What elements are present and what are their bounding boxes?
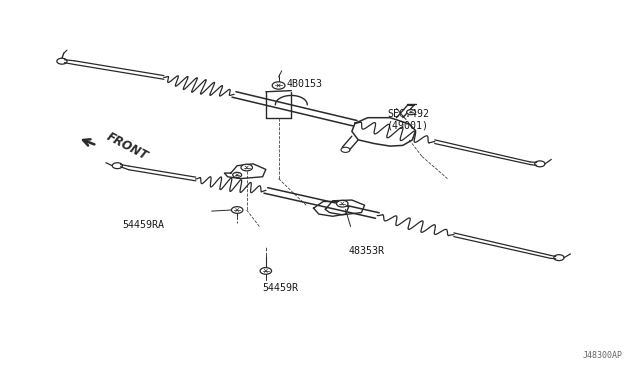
Circle shape xyxy=(341,147,350,153)
Circle shape xyxy=(272,82,285,89)
Circle shape xyxy=(241,164,252,171)
Text: 4B0153: 4B0153 xyxy=(287,80,323,89)
Circle shape xyxy=(406,110,415,115)
Text: (49001): (49001) xyxy=(387,120,429,130)
Text: J48300AP: J48300AP xyxy=(582,350,623,359)
Text: FRONT: FRONT xyxy=(104,130,150,163)
Circle shape xyxy=(260,267,271,274)
Circle shape xyxy=(233,172,242,177)
Text: 54459RA: 54459RA xyxy=(122,220,164,230)
Circle shape xyxy=(337,201,348,207)
Text: 54459R: 54459R xyxy=(262,283,299,292)
Circle shape xyxy=(232,207,243,213)
Text: 48353R: 48353R xyxy=(349,246,385,256)
Text: SEC.492: SEC.492 xyxy=(387,109,429,119)
